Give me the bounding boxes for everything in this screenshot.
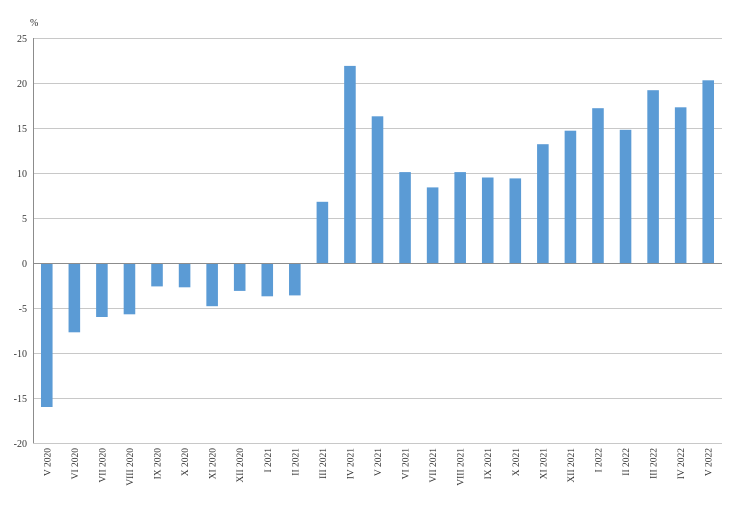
y-tick-label: -10 [14,349,27,360]
x-axis-ticks: V 2020 VI 2020 VII 2020 VIII 2020 IX 2020 X 2… [43,448,714,486]
bar [592,108,604,263]
bar [509,178,522,263]
x-tick-label: VI 2020 [71,448,81,480]
x-tick-label: XI 2021 [539,448,549,480]
x-tick-label: X 2020 [181,448,191,476]
y-tick-label: 25 [17,34,27,45]
x-tick-label: XII 2021 [567,448,577,483]
bar [481,177,494,263]
x-tick-label: VIII 2020 [126,448,136,486]
bar [564,130,577,263]
x-tick-label: XI 2020 [209,448,219,480]
y-tick-label: 20 [17,79,27,90]
x-tick-label: III 2021 [319,448,329,479]
bar [123,263,136,315]
bar [344,65,356,264]
x-tick-label: I 2022 [594,448,604,473]
bar [261,263,274,297]
bar [371,116,384,263]
y-tick-label: 10 [17,169,27,180]
x-tick-label: IX 2020 [154,448,164,480]
bar [454,172,466,263]
bar [178,263,191,288]
x-tick-label: X 2021 [512,448,522,476]
bar [206,263,218,307]
y-axis-ticks: -20 -15 -10 -5 0 5 10 15 20 25 [14,34,27,450]
bar [68,263,81,333]
y-tick-label: 0 [22,259,27,270]
bar [96,263,108,317]
x-tick-label: II 2022 [622,448,632,476]
bar [647,90,659,263]
x-tick-label: V 2021 [374,448,384,476]
bar [399,172,411,263]
y-tick-label: -15 [14,394,27,405]
x-tick-label: V 2022 [705,448,715,476]
x-tick-label: V 2020 [43,448,53,476]
x-tick-label: VII 2020 [98,448,108,483]
x-tick-label: IV 2021 [346,448,356,479]
x-tick-label: VI 2021 [402,448,412,480]
y-axis-unit-label: % [30,18,38,29]
bar [151,263,163,287]
bar [40,263,53,407]
x-tick-label: VIII 2021 [457,448,467,486]
x-tick-label: I 2021 [264,448,274,473]
bar [316,201,329,263]
y-tick-label: -5 [19,304,27,315]
bar [537,144,549,263]
bar [426,187,439,263]
bar [289,263,301,296]
axes [33,38,722,443]
bars [40,65,715,407]
bar [233,263,246,291]
x-tick-label: XII 2020 [236,448,246,483]
x-tick-label: IX 2021 [484,448,494,480]
x-tick-label: III 2022 [650,448,660,479]
y-tick-label: -20 [14,439,27,450]
x-tick-label: II 2021 [291,448,301,476]
y-tick-label: 15 [17,124,27,135]
x-tick-label: VII 2021 [429,448,439,483]
bar [619,129,632,263]
x-tick-label: IV 2022 [677,448,687,479]
y-tick-label: 5 [22,214,27,225]
bar [674,107,687,263]
bar [702,80,715,263]
